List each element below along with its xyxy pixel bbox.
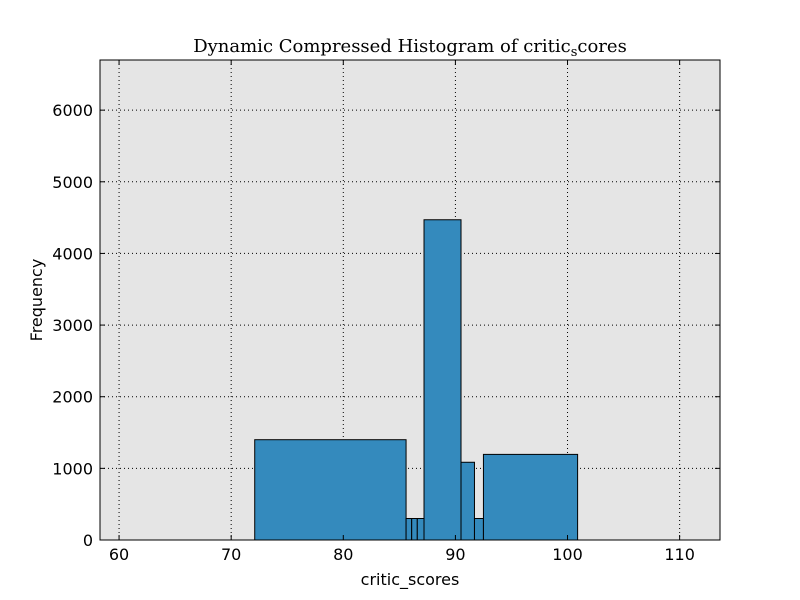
y-tick-label: 6000 (52, 101, 93, 120)
x-tick-label: 110 (664, 545, 695, 564)
x-tick-label: 100 (552, 545, 583, 564)
axis-ticks: 60 70 80 90 100 110 0 1000 2000 3000 4000 5000 6000 (52, 60, 720, 564)
y-tick-label: 5000 (52, 173, 93, 192)
plot-frame (99, 59, 721, 541)
histogram-bar-5 (460, 461, 475, 541)
y-tick-label: 0 (83, 531, 93, 550)
y-tick-label: 2000 (52, 388, 93, 407)
histogram-bar-1 (405, 518, 413, 541)
x-tick-label: 70 (221, 545, 241, 564)
histogram-bar-4 (423, 219, 462, 541)
histogram-bar-0 (254, 439, 407, 541)
y-tick-label: 3000 (52, 316, 93, 335)
histogram-bars (254, 219, 579, 541)
y-tick-label: 4000 (52, 244, 93, 263)
x-tick-label: 80 (333, 545, 353, 564)
y-tick-label: 1000 (52, 459, 93, 478)
x-tick-label: 90 (445, 545, 465, 564)
histogram-bar-2 (411, 518, 418, 541)
plot-background (100, 60, 720, 540)
x-tick-label: 60 (109, 545, 129, 564)
histogram-bar-7 (482, 453, 579, 541)
x-axis-label: critic_scores (361, 570, 460, 590)
histogram-bar-6 (473, 518, 484, 541)
histogram-bar-3 (416, 518, 425, 541)
chart-title-subscript: s (571, 45, 578, 60)
y-axis-label: Frequency (27, 259, 46, 342)
chart-title: Dynamic Compressed Histogram of criticsc… (193, 36, 627, 60)
